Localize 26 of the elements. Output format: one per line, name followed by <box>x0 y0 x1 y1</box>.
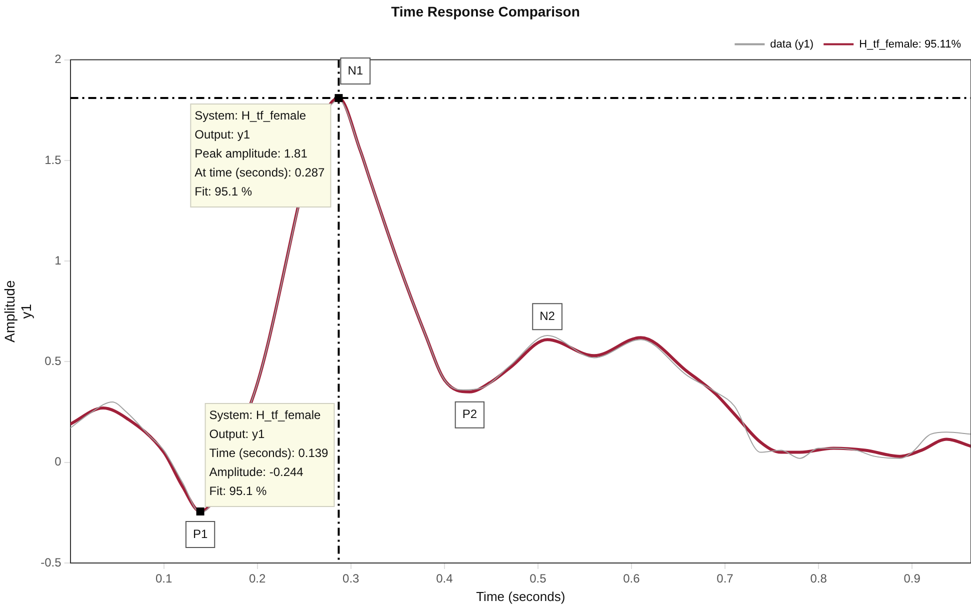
x-axis-title: Time (seconds) <box>476 588 566 604</box>
y-tick-label: 2 <box>54 52 62 66</box>
x-tick-label: 0.2 <box>249 572 266 586</box>
y-tick-label: 0.5 <box>44 354 62 368</box>
annotation: N2 <box>540 308 556 323</box>
y-tick-label: 1 <box>54 253 62 268</box>
annotation: N1 <box>348 63 364 78</box>
x-tick-label: 0.9 <box>904 572 921 586</box>
legend-label: data (y1) <box>770 38 814 50</box>
annotation: P1 <box>192 526 208 541</box>
y-axis-title: Amplitude y1 <box>1 280 34 343</box>
x-tick-label: 0.1 <box>155 572 172 586</box>
x-tick-label: 0.5 <box>530 572 547 586</box>
y-tick-label: 0 <box>54 454 62 469</box>
annotation: System: H_tf_female Output: y1 Time (seconds): 0.139 Amplitude: -0.244 Fit: 95.1 % <box>209 408 329 498</box>
annotation: P2 <box>462 407 478 422</box>
chart-title: Time Response Comparison <box>391 3 580 20</box>
x-tick-label: 0.6 <box>623 572 640 586</box>
x-tick-label: 0.7 <box>716 572 734 586</box>
legend-label: H_tf_female: 95.11% <box>859 38 962 50</box>
x-tick-label: 0.4 <box>436 572 454 586</box>
annotation: System: H_tf_female Output: y1 Peak amplitude: 1.81 At time (seconds): 0.287 Fit: 95.1 % <box>194 108 326 198</box>
x-tick-label: 0.3 <box>342 572 360 586</box>
y-tick-label: 1.5 <box>44 152 62 167</box>
y-tick-label: -0.5 <box>40 555 62 570</box>
x-tick-label: 0.8 <box>810 572 828 586</box>
